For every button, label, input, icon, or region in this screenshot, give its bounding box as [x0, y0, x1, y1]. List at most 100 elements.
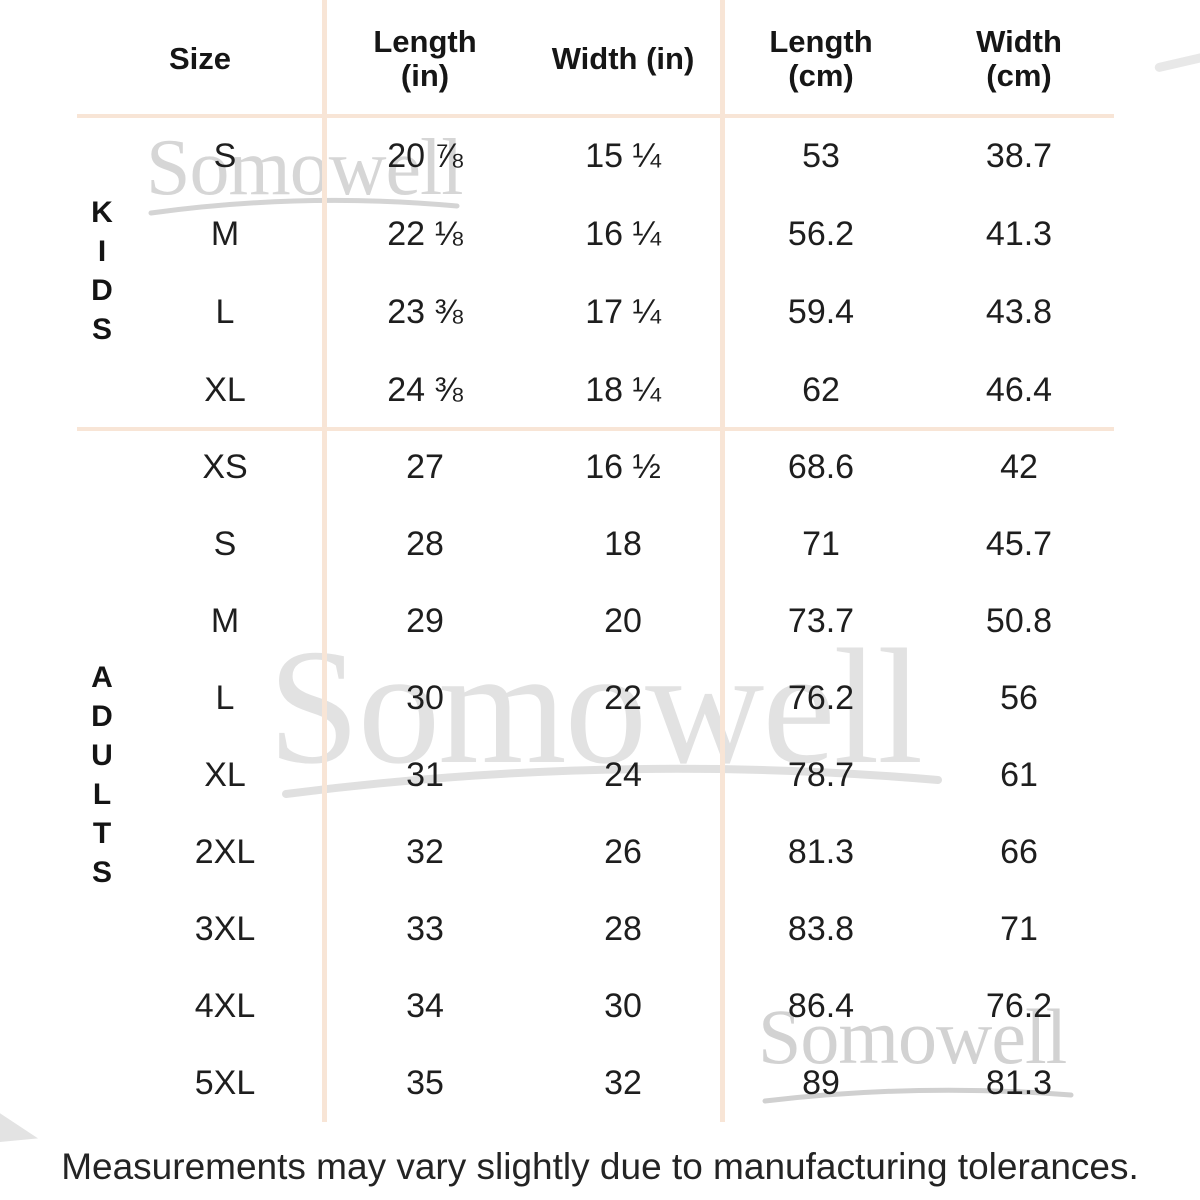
table-header-divider: [77, 114, 1114, 118]
cell-width-in: 17 ¼: [585, 292, 661, 331]
cell-size: 5XL: [194, 1064, 256, 1102]
cell-width-cm: 46.4: [985, 370, 1053, 409]
table-row: 2XL 32 26 81.3 66: [0, 814, 1118, 891]
cell-size: XL: [204, 370, 246, 409]
cell-width-in: 16 ¼: [585, 214, 661, 253]
cell-length-cm: 83.8: [787, 910, 855, 948]
cell-width-cm: 56: [1000, 679, 1038, 717]
watermark-swoosh-icon: [282, 764, 942, 798]
cell-width-cm: 42: [1000, 448, 1038, 486]
table-row: XS 27 16 ½ 68.6 42: [0, 429, 1118, 506]
cell-width-cm: 38.7: [985, 136, 1053, 175]
cell-length-cm: 81.3: [787, 833, 855, 871]
cell-length-in: 30: [406, 679, 444, 717]
cell-length-cm: 86.4: [787, 987, 855, 1025]
watermark-edge-sliver: [1153, 48, 1200, 73]
cell-length-in: 29: [406, 602, 444, 640]
table-row: 4XL 34 30 86.4 76.2: [0, 968, 1118, 1045]
cell-width-in: 20: [604, 602, 642, 640]
cell-size: M: [210, 214, 240, 253]
watermark-swoosh-icon: [762, 1087, 1074, 1104]
cell-size: L: [215, 679, 235, 717]
watermark-text: Somowell: [146, 124, 463, 212]
cell-size: L: [215, 292, 235, 331]
cell-size: M: [210, 602, 240, 640]
watermark-text: Somowell: [758, 993, 1067, 1080]
cell-length-cm: 56.2: [787, 214, 855, 253]
table-row: M 29 20 73.7 50.8: [0, 583, 1118, 660]
watermark-somowell-center: Somowell: [268, 615, 942, 798]
cell-width-in: 15 ¼: [585, 136, 661, 175]
cell-length-in: 28: [406, 525, 444, 563]
table-row: M 22 ⅛ 16 ¼ 56.2 41.3: [0, 195, 1118, 273]
cell-length-in: 27: [406, 448, 444, 486]
cell-size: 4XL: [194, 987, 256, 1025]
cell-width-in: 24: [604, 756, 642, 794]
cell-width-cm: 43.8: [985, 292, 1053, 331]
footer-note: Measurements may vary slightly due to ma…: [61, 1146, 1139, 1187]
cell-length-cm: 78.7: [787, 756, 855, 794]
cell-length-in: 33: [406, 910, 444, 948]
header-row: Size Length (in) Width (in) Length (cm) …: [0, 0, 1118, 117]
cell-width-in: 26: [604, 833, 642, 871]
watermark-text: Somowell: [268, 615, 923, 798]
cell-length-cm: 73.7: [787, 602, 855, 640]
cell-length-in: 35: [406, 1064, 444, 1102]
table-row: L 23 ⅜ 17 ¼ 59.4 43.8: [0, 273, 1118, 351]
col-header-width-in: Width (in): [551, 40, 695, 76]
cell-width-cm: 45.7: [985, 525, 1053, 563]
cell-size: S: [213, 525, 237, 563]
col-header-length-cm: Length (cm): [769, 23, 873, 93]
table-row: XL 24 ⅜ 18 ¼ 62 46.4: [0, 351, 1118, 429]
cell-length-cm: 59.4: [787, 292, 855, 331]
cell-length-in: 20 ⅞: [387, 136, 463, 175]
cell-width-in: 30: [604, 987, 642, 1025]
cell-length-cm: 62: [802, 370, 840, 409]
cell-width-cm: 81.3: [985, 1064, 1053, 1102]
table-vertical-divider-1: [322, 0, 327, 1122]
cell-width-in: 18: [604, 525, 642, 563]
cell-length-cm: 68.6: [787, 448, 855, 486]
table-vertical-divider-2: [720, 0, 725, 1122]
cell-size: XL: [204, 756, 246, 794]
table-row: S 28 18 71 45.7: [0, 506, 1118, 583]
cell-length-in: 23 ⅜: [387, 292, 463, 331]
table-row: 5XL 35 32 89 81.3: [0, 1045, 1118, 1122]
cell-length-in: 24 ⅜: [387, 370, 463, 409]
cell-length-in: 22 ⅛: [387, 214, 463, 253]
cell-size: 2XL: [194, 833, 256, 871]
cell-width-cm: 71: [1000, 910, 1038, 948]
cell-width-cm: 61: [1000, 756, 1038, 794]
table-section-divider: [77, 427, 1114, 431]
cell-length-cm: 89: [802, 1064, 840, 1102]
cell-length-in: 34: [406, 987, 444, 1025]
cell-width-cm: 66: [1000, 833, 1038, 871]
size-table: Size Length (in) Width (in) Length (cm) …: [0, 0, 1118, 1122]
cell-size: 3XL: [194, 910, 256, 948]
col-header-size: Size: [168, 40, 232, 76]
cell-width-in: 28: [604, 910, 642, 948]
col-header-length-in: Length (in): [373, 23, 477, 93]
watermark-swoosh-icon: [148, 197, 460, 216]
cell-width-in: 22: [604, 679, 642, 717]
col-header-width-cm: Width (cm): [976, 23, 1062, 93]
cell-width-cm: 76.2: [985, 987, 1053, 1025]
cell-width-in: 18 ¼: [585, 370, 661, 409]
cell-length-in: 32: [406, 833, 444, 871]
cell-width-in: 32: [604, 1064, 642, 1102]
size-table-rows: S 20 ⅞ 15 ¼ 53 38.7 M 22 ⅛ 16 ¼ 56.2 41.3 L 23 ⅜ 17 …: [0, 117, 1118, 1122]
cell-size: S: [213, 136, 237, 175]
cell-width-cm: 50.8: [985, 602, 1053, 640]
cell-length-in: 31: [406, 756, 444, 794]
cell-length-cm: 53: [802, 136, 840, 175]
watermark-somowell-bottom-right: Somowell: [758, 993, 1074, 1104]
cell-width-in: 16 ½: [585, 448, 661, 486]
cell-length-cm: 71: [802, 525, 840, 563]
table-row: L 30 22 76.2 56: [0, 660, 1118, 737]
watermark-somowell-top-left: Somowell: [146, 124, 463, 216]
table-row: 3XL 33 28 83.8 71: [0, 891, 1118, 968]
cell-size: XS: [202, 448, 248, 486]
